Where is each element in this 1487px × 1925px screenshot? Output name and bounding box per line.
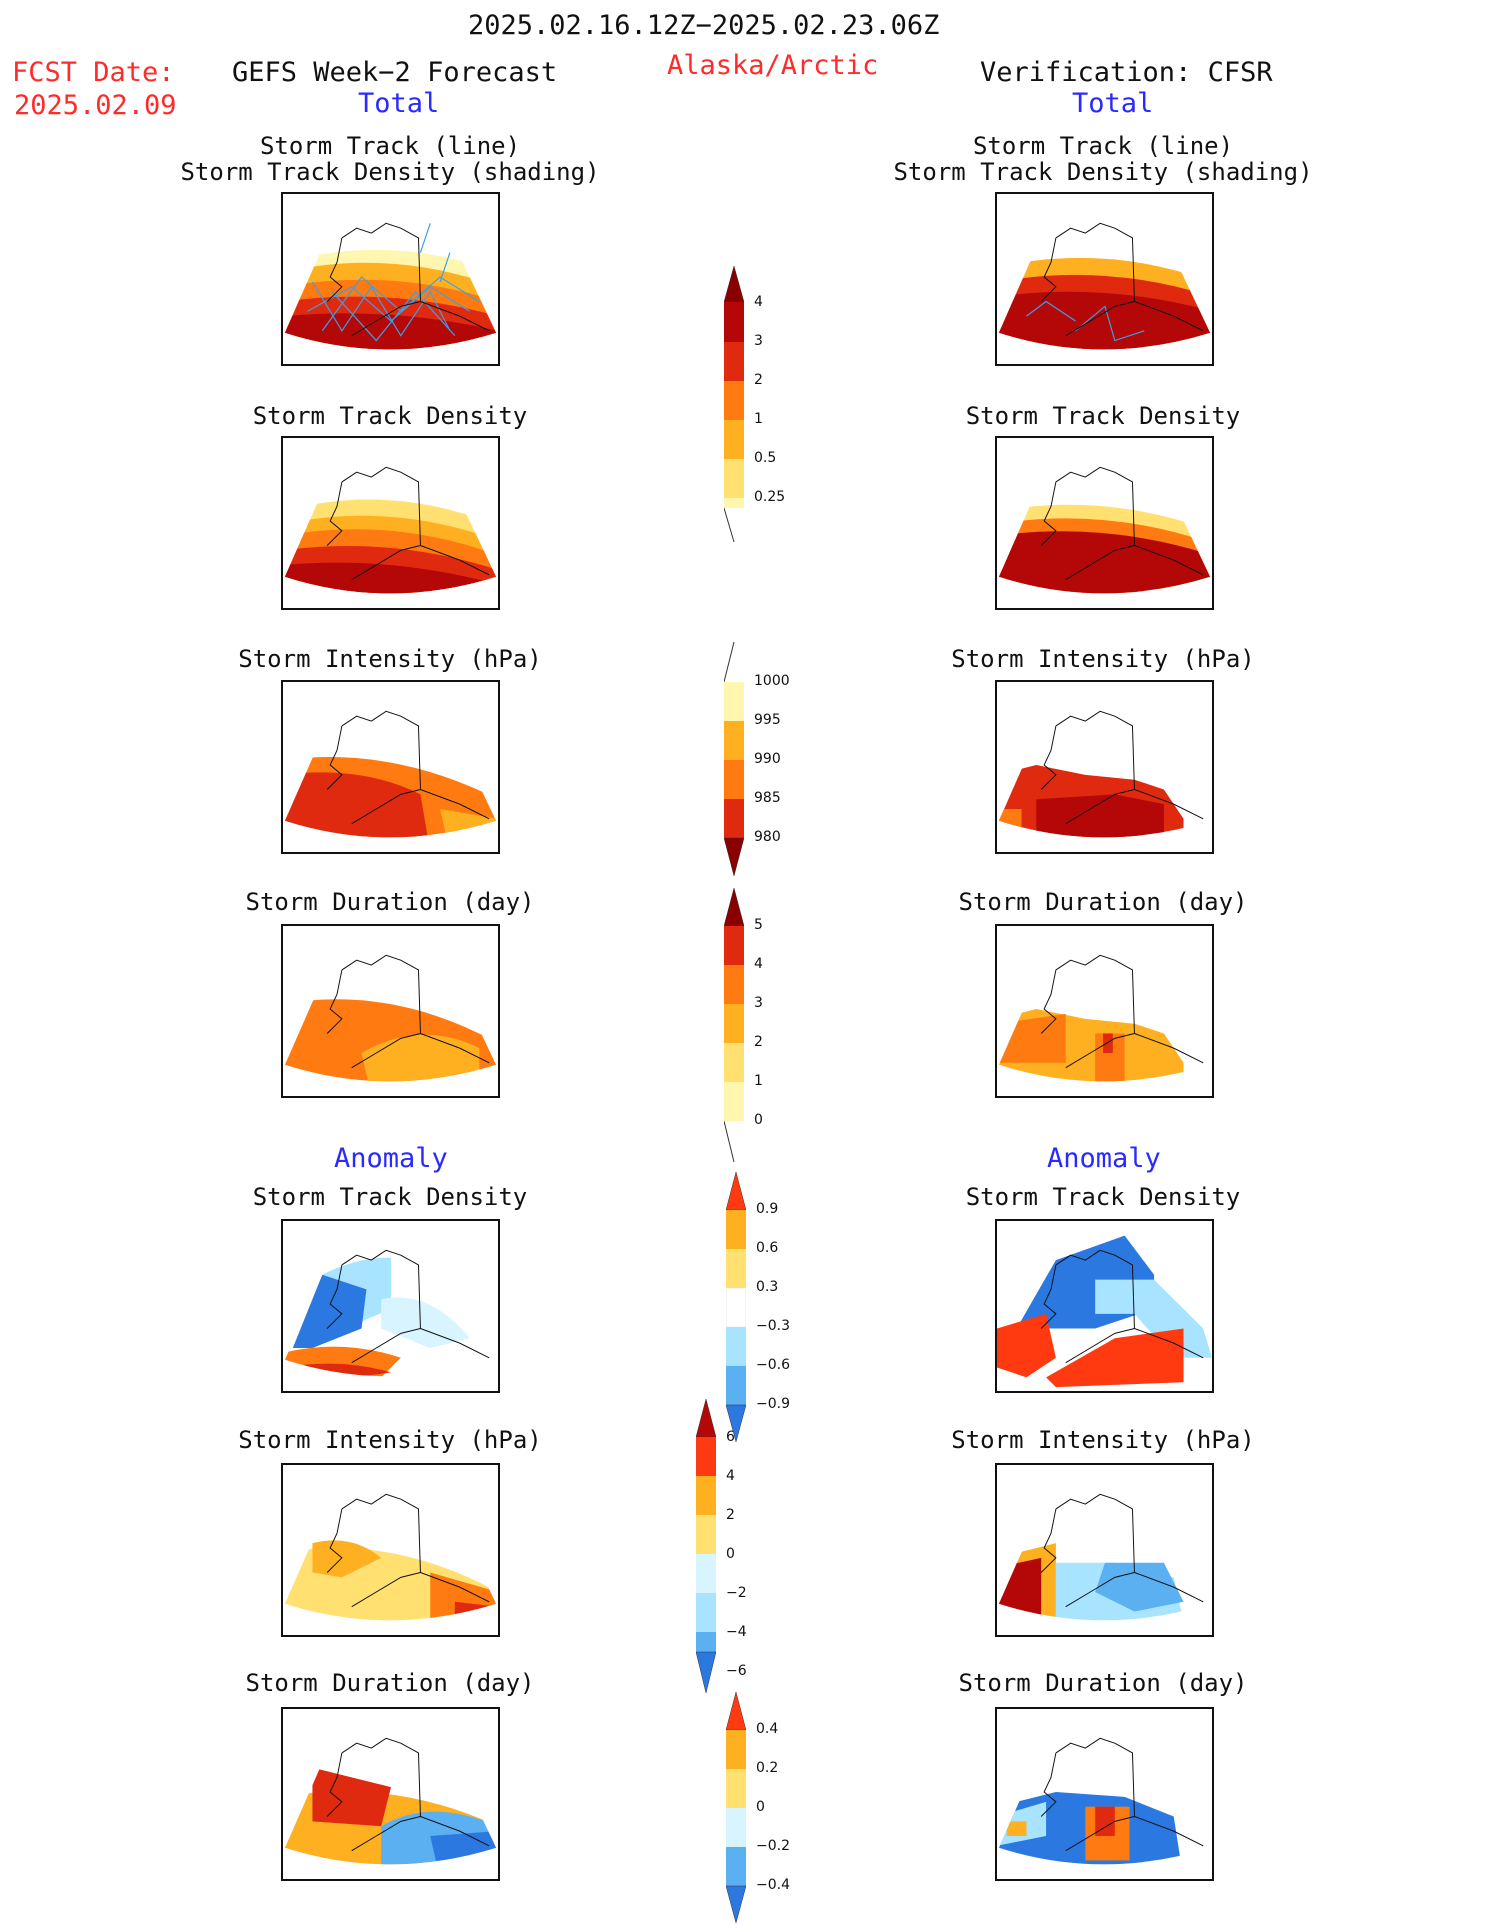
tick: −0.3	[756, 1318, 790, 1334]
tick: 1	[754, 1073, 763, 1089]
tick: 6	[726, 1429, 735, 1445]
right-track-shading-title: Storm Track Density (shading)	[893, 158, 1313, 186]
right-intensity-title: Storm Intensity (hPa)	[951, 645, 1255, 673]
map-right-density	[995, 436, 1214, 610]
left-duration-title: Storm Duration (day)	[245, 888, 535, 916]
left-anom-duration-title: Storm Duration (day)	[245, 1669, 535, 1697]
left-anom-density-title: Storm Track Density	[252, 1183, 528, 1211]
map-left-intensity	[281, 680, 500, 854]
tick: 0	[756, 1799, 765, 1815]
left-anom-intensity-title: Storm Intensity (hPa)	[238, 1426, 542, 1454]
region-title: Alaska/Arctic	[667, 50, 879, 81]
tick: 5	[754, 917, 763, 933]
tick: 4	[754, 294, 763, 310]
tick: 2	[754, 372, 763, 388]
map-left-track	[281, 192, 500, 366]
tick: 2	[726, 1507, 735, 1523]
tick: 995	[754, 712, 781, 728]
tick: −0.9	[756, 1396, 790, 1412]
map-right-anom-density	[995, 1219, 1214, 1393]
map-right-track	[995, 192, 1214, 366]
tick: 0.25	[754, 489, 786, 505]
left-section-anomaly: Anomaly	[334, 1143, 448, 1174]
tick: 985	[754, 790, 781, 806]
left-track-shading-title: Storm Track Density (shading)	[180, 158, 600, 186]
map-left-anom-intensity	[281, 1463, 500, 1637]
fcst-date: 2025.02.09	[14, 90, 177, 121]
tick: −2	[726, 1585, 747, 1601]
colorbar-anom-intensity: 6 4 2 0 −2 −4 −6	[696, 1397, 776, 1697]
colorbar-density: 4 3 2 1 0.5 0.25	[724, 264, 804, 544]
tick: 0.6	[756, 1240, 779, 1256]
tick: 1000	[754, 673, 790, 689]
tick: 0.5	[754, 450, 777, 466]
tick: 2	[754, 1034, 763, 1050]
right-anom-intensity-title: Storm Intensity (hPa)	[951, 1426, 1255, 1454]
right-track-line-title: Storm Track (line)	[972, 132, 1234, 160]
tick: 980	[754, 829, 781, 845]
tick: −0.2	[756, 1838, 790, 1854]
right-section-total: Total	[1072, 88, 1154, 119]
left-section-total: Total	[358, 88, 440, 119]
right-duration-title: Storm Duration (day)	[958, 888, 1248, 916]
map-right-intensity	[995, 680, 1214, 854]
colorbar-anom-density: 0.9 0.6 0.3 −0.3 −0.6 −0.9	[726, 1170, 806, 1445]
tick: −4	[726, 1624, 747, 1640]
tick: 4	[726, 1468, 735, 1484]
map-left-anom-density	[281, 1219, 500, 1393]
tick: 0.2	[756, 1760, 779, 1776]
tick: 1	[754, 411, 763, 427]
fcst-label: FCST Date:	[12, 57, 175, 88]
right-anom-density-title: Storm Track Density	[965, 1183, 1241, 1211]
tick: 3	[754, 333, 763, 349]
tick: 4	[754, 956, 763, 972]
tick: 0.4	[756, 1721, 779, 1737]
left-title: GEFS Week−2 Forecast	[232, 57, 558, 88]
right-title: Verification: CFSR	[980, 57, 1273, 88]
right-anom-duration-title: Storm Duration (day)	[958, 1669, 1248, 1697]
map-right-anom-intensity	[995, 1463, 1214, 1637]
tick: −6	[726, 1663, 747, 1679]
left-intensity-title: Storm Intensity (hPa)	[238, 645, 542, 673]
tick: 990	[754, 751, 781, 767]
colorbar-duration: 5 4 3 2 1 0	[724, 886, 804, 1166]
colorbar-intensity: 1000 995 990 985 980	[724, 640, 804, 880]
tick: −0.4	[756, 1877, 790, 1893]
tick: 3	[754, 995, 763, 1011]
colorbar-anom-duration: 0.4 0.2 0 −0.2 −0.4	[726, 1690, 806, 1925]
right-density-title: Storm Track Density	[965, 402, 1241, 430]
map-left-anom-duration	[281, 1707, 500, 1881]
map-left-density	[281, 436, 500, 610]
period-title: 2025.02.16.12Z−2025.02.23.06Z	[468, 10, 940, 41]
map-right-duration	[995, 924, 1214, 1098]
map-right-anom-duration	[995, 1707, 1214, 1881]
right-section-anomaly: Anomaly	[1047, 1143, 1161, 1174]
tick: −0.6	[756, 1357, 790, 1373]
tick: 0.3	[756, 1279, 779, 1295]
tick: 0	[754, 1112, 763, 1128]
left-track-line-title: Storm Track (line)	[259, 132, 521, 160]
tick: 0.9	[756, 1201, 779, 1217]
tick: 0	[726, 1546, 735, 1562]
map-left-duration	[281, 924, 500, 1098]
left-density-title: Storm Track Density	[252, 402, 528, 430]
